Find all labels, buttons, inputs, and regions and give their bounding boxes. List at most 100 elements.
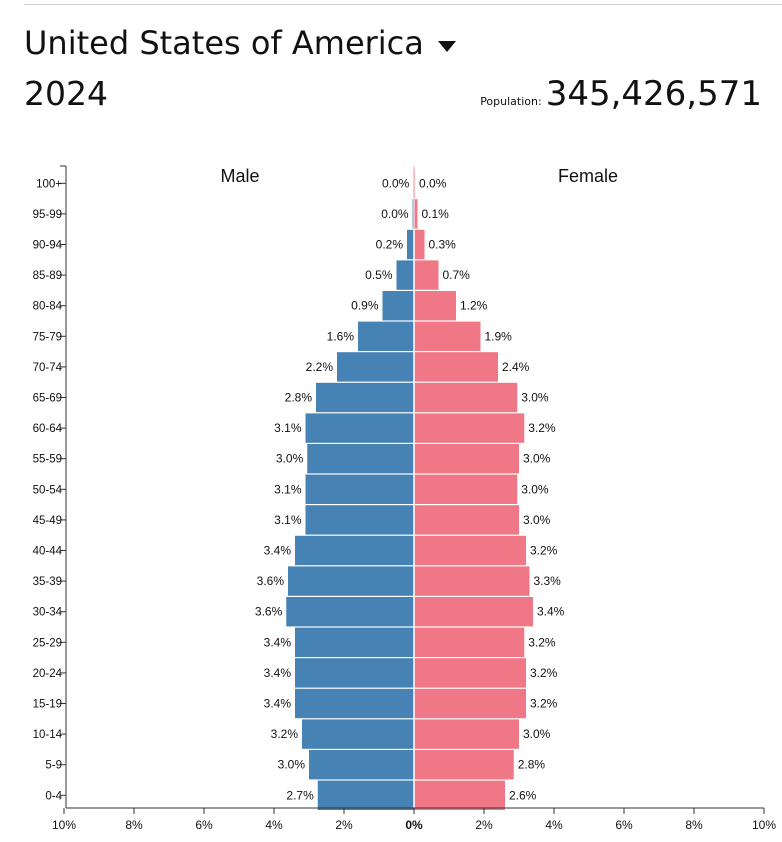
y-tick-label: 30-34	[33, 607, 63, 619]
female-bar	[414, 627, 525, 657]
y-tick-label: 15-19	[33, 699, 62, 711]
female-bar	[414, 780, 505, 810]
y-tick-label: 85-89	[33, 270, 62, 282]
y-tick-label: 100+	[36, 178, 62, 190]
male-bar	[358, 321, 414, 351]
male-value-label: 0.9%	[351, 299, 379, 313]
male-bar	[316, 382, 414, 413]
x-tick-label: 4%	[545, 818, 563, 832]
y-tick-label: 5-9	[45, 760, 62, 772]
male-value-label: 2.8%	[285, 391, 313, 405]
female-value-label: 0.1%	[422, 207, 450, 221]
female-bar	[414, 413, 525, 443]
female-bar	[414, 566, 530, 596]
female-value-label: 3.2%	[530, 666, 558, 680]
y-tick-label: 80-84	[33, 301, 63, 313]
female-bar	[414, 199, 418, 229]
female-value-label: 3.3%	[534, 574, 562, 588]
female-value-label: 3.0%	[523, 727, 551, 741]
top-divider	[24, 4, 782, 5]
male-value-label: 3.1%	[274, 421, 302, 435]
male-bar	[305, 505, 414, 535]
female-value-label: 2.6%	[509, 788, 537, 802]
male-value-label: 0.0%	[382, 176, 410, 190]
y-tick-label: 70-74	[33, 362, 63, 374]
legend-female: Female	[558, 166, 618, 186]
female-value-label: 3.2%	[528, 635, 556, 649]
female-value-label: 2.4%	[502, 360, 530, 374]
male-value-label: 3.4%	[264, 635, 292, 649]
female-bar	[414, 444, 519, 474]
male-bar	[309, 750, 414, 780]
male-bar	[295, 627, 414, 657]
y-tick-label: 55-59	[33, 454, 62, 466]
female-value-label: 3.4%	[537, 605, 565, 619]
female-bar	[414, 658, 526, 688]
x-tick-label: 10%	[52, 818, 76, 832]
female-bar	[414, 505, 519, 535]
x-tick-label: 10%	[752, 818, 776, 832]
female-value-label: 3.2%	[530, 544, 558, 558]
x-tick-label: 6%	[615, 818, 633, 832]
female-value-label: 0.3%	[429, 238, 457, 252]
male-value-label: 3.4%	[264, 697, 292, 711]
y-tick-label: 95-99	[33, 209, 62, 221]
female-value-label: 0.7%	[443, 268, 471, 282]
x-tick-label: 2%	[335, 818, 353, 832]
male-value-label: 3.2%	[271, 727, 299, 741]
y-tick-label: 10-14	[33, 729, 63, 741]
male-value-label: 3.0%	[276, 452, 304, 466]
female-value-label: 3.0%	[523, 513, 551, 527]
female-value-label: 2.8%	[518, 758, 546, 772]
female-bar	[414, 291, 456, 321]
y-tick-label: 35-39	[33, 576, 62, 588]
male-value-label: 3.6%	[257, 574, 285, 588]
male-value-label: 3.0%	[278, 758, 306, 772]
female-bar	[414, 750, 514, 780]
female-bar	[414, 719, 519, 749]
legend-male: Male	[220, 166, 259, 186]
y-tick-label: 20-24	[33, 668, 63, 680]
male-value-label: 0.2%	[376, 238, 404, 252]
male-bar	[295, 688, 414, 719]
male-value-label: 3.1%	[274, 482, 302, 496]
male-value-label: 3.6%	[255, 605, 283, 619]
female-value-label: 0.0%	[419, 176, 447, 190]
female-bar	[414, 597, 533, 627]
y-tick-label: 25-29	[33, 637, 62, 649]
male-bar	[295, 535, 414, 566]
country-name: United States of America	[24, 24, 424, 62]
x-tick-label: 6%	[195, 818, 213, 832]
x-tick-label: 8%	[125, 818, 143, 832]
female-value-label: 3.0%	[523, 452, 551, 466]
female-bar	[414, 535, 526, 566]
female-value-label: 1.2%	[460, 299, 488, 313]
female-value-label: 1.9%	[485, 329, 513, 343]
male-value-label: 3.4%	[264, 666, 292, 680]
male-value-label: 0.0%	[381, 207, 409, 221]
y-tick-label: 50-54	[33, 484, 63, 496]
male-bar	[288, 566, 414, 596]
female-bar	[414, 688, 526, 719]
male-bar	[396, 260, 414, 290]
x-tick-label: 8%	[685, 818, 703, 832]
y-tick-label: 65-69	[33, 393, 62, 405]
male-bar	[407, 229, 414, 260]
male-value-label: 0.5%	[365, 268, 393, 282]
female-bar	[414, 352, 498, 382]
population-display: Population: 345,426,571	[480, 74, 762, 114]
male-bar	[305, 413, 414, 443]
y-tick-label: 90-94	[33, 240, 63, 252]
male-bar	[307, 444, 414, 474]
male-bar	[295, 658, 414, 688]
x-tick-label: 2%	[475, 818, 493, 832]
x-tick-label: 0%	[405, 818, 423, 832]
female-value-label: 3.0%	[521, 391, 549, 405]
y-tick-label: 0-4	[45, 790, 62, 802]
y-tick-label: 60-64	[33, 423, 63, 435]
country-selector[interactable]: United States of America	[24, 24, 456, 62]
caret-down-icon[interactable]	[437, 40, 456, 52]
male-bar	[382, 291, 414, 321]
female-bar	[414, 260, 439, 290]
